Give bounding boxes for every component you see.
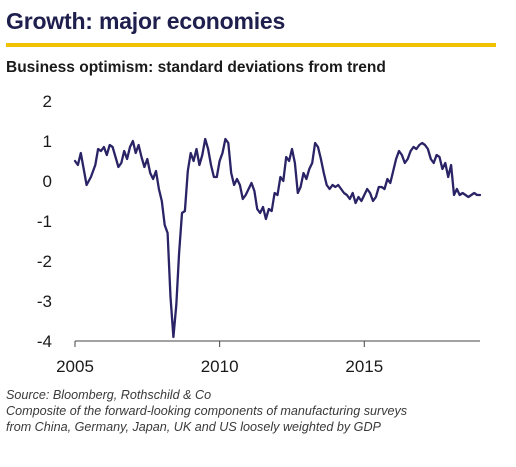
y-tick-label: 0 <box>43 172 52 191</box>
title-accent-rule <box>6 43 496 47</box>
y-tick-label: 2 <box>43 92 52 111</box>
y-tick-label: -1 <box>37 212 52 231</box>
chart-subtitle: Business optimism: standard deviations f… <box>6 59 386 76</box>
y-tick-label: -4 <box>37 332 52 351</box>
y-tick-label: -2 <box>37 252 52 271</box>
x-tick-label: 2005 <box>56 357 94 376</box>
source-note: Source: Bloomberg, Rothschild & Co <box>6 388 212 402</box>
chart-title: Growth: major economies <box>6 8 286 34</box>
y-tick-group: 2 1 0 -1 -2 -3 -4 <box>37 92 52 351</box>
x-tick-label: 2010 <box>201 357 239 376</box>
line-chart: 2 1 0 -1 -2 -3 -4 2005 2010 2015 <box>37 92 482 376</box>
y-tick-label: 1 <box>43 132 52 151</box>
x-tick-group: 2005 2010 2015 <box>56 341 383 376</box>
y-tick-label: -3 <box>37 292 52 311</box>
series-line-business-optimism <box>73 137 482 339</box>
x-tick-label: 2015 <box>345 357 383 376</box>
methodology-note-line-2: from China, Germany, Japan, UK and US lo… <box>6 420 381 434</box>
methodology-note-line-1: Composite of the forward-looking compone… <box>6 404 408 418</box>
